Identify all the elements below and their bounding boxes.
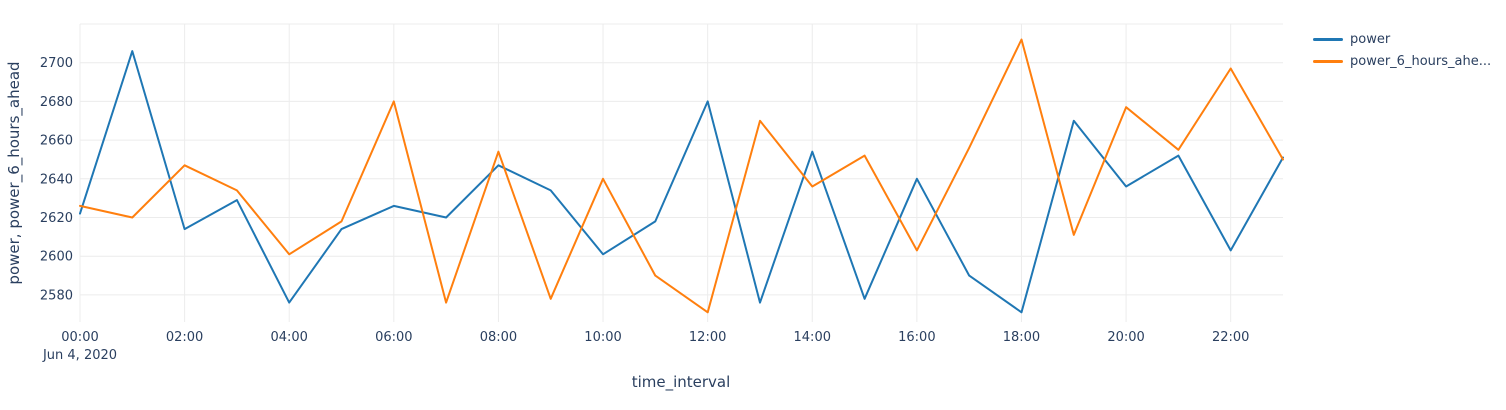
legend-item-power-6-hours-ahead[interactable]: power_6_hours_ahe... — [1313, 51, 1491, 71]
y-axis-title: power, power_6_hours_ahead — [5, 61, 23, 285]
y-tick-label: 2640 — [40, 172, 73, 187]
legend: power power_6_hours_ahe... — [1313, 29, 1491, 71]
legend-item-power[interactable]: power — [1313, 29, 1491, 49]
y-tick-label: 2660 — [40, 134, 73, 149]
y-tick-label: 2700 — [40, 56, 73, 71]
series-line-power_6_hours_ahead[interactable] — [79, 38, 1284, 314]
x-tick-label: 06:00 — [375, 330, 412, 345]
y-tick-label: 2600 — [40, 250, 73, 265]
y-tick-label: 2620 — [40, 211, 73, 226]
series-line-power[interactable] — [79, 50, 1284, 314]
x-axis-title: time_interval — [631, 373, 731, 391]
y-tick-label: 2680 — [40, 95, 73, 110]
legend-label-power-6-hours-ahead: power_6_hours_ahe... — [1350, 53, 1492, 69]
x-tick-label: 02:00 — [166, 330, 203, 345]
x-tick-label: 14:00 — [794, 330, 831, 345]
legend-swatch-power — [1313, 37, 1343, 41]
x-tick-label: 00:00 — [61, 330, 98, 345]
x-axis-date-label: Jun 4, 2020 — [42, 348, 118, 363]
x-tick-label: 18:00 — [1003, 330, 1040, 345]
y-tick-label: 2580 — [40, 288, 73, 303]
legend-swatch-power-6-hours-ahead — [1313, 59, 1343, 63]
x-tick-label: 10:00 — [584, 330, 621, 345]
x-tick-label: 22:00 — [1212, 330, 1249, 345]
x-tick-label: 16:00 — [898, 330, 935, 345]
x-tick-label: 08:00 — [480, 330, 517, 345]
x-tick-label: 20:00 — [1107, 330, 1144, 345]
x-tick-label: 12:00 — [689, 330, 726, 345]
legend-label-power: power — [1350, 31, 1391, 47]
x-tick-label: 04:00 — [270, 330, 307, 345]
